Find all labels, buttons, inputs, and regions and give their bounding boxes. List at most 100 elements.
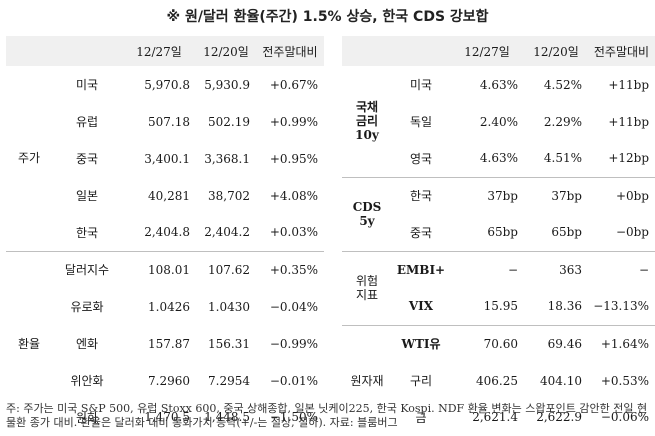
- table-row: 구리 406.25 404.10 +0.53%: [342, 362, 655, 399]
- cell-cur: 507.18: [148, 114, 190, 129]
- table-row: VIX 15.95 18.36 −13.13%: [342, 288, 655, 325]
- table-row: 위안화 7.2960 7.2954 −0.01%: [6, 362, 324, 399]
- cell-chg: +12bp: [608, 151, 649, 166]
- row-label: WTI유: [392, 324, 450, 362]
- row-label: 독일: [409, 115, 433, 129]
- cell-cur: 65bp: [487, 225, 518, 240]
- left-header-row: 12/27일 12/20일 전주말대비: [6, 36, 324, 66]
- group-label: 위험 지표: [342, 250, 392, 325]
- table-row: 원자재 WTI유 70.60 69.46 +1.64%: [342, 324, 655, 436]
- column-header: 전주말대비: [588, 36, 655, 66]
- cell-prev: 502.19: [208, 114, 250, 129]
- cell-cur: −: [450, 250, 524, 288]
- cell-chg: −0.01%: [269, 373, 318, 388]
- cell-chg: +0bp: [588, 176, 655, 214]
- cell-chg: +11bp: [608, 114, 649, 129]
- header-blank: [392, 36, 450, 66]
- cell-prev: 1.0430: [208, 299, 250, 314]
- page-title: ※ 원/달러 환율(주간) 1.5% 상승, 한국 CDS 강보합: [166, 9, 489, 25]
- cell-prev: 156.31: [208, 336, 250, 351]
- row-label: 금: [392, 399, 450, 436]
- table-row: 위험 지표 EMBI+ −363−: [342, 250, 655, 325]
- header-blank: [6, 36, 52, 66]
- table-row: 일본 40,281 38,702 +4.08%: [6, 177, 324, 214]
- cell-cur: 1.0426: [148, 299, 190, 314]
- cell-prev: 18.36: [547, 299, 582, 314]
- cell-prev: 3,368.1: [204, 151, 250, 166]
- cell-prev: 37bp: [524, 176, 588, 214]
- table-row: 영국 4.63% 4.51% +12bp: [342, 140, 655, 177]
- row-label: 엔화: [75, 337, 99, 351]
- row-label: 구리: [409, 374, 433, 388]
- row-label: VIX: [408, 299, 434, 314]
- cell-cur: 406.25: [476, 373, 518, 388]
- row-label: 중국: [409, 225, 433, 240]
- column-header: 12/20일: [524, 36, 588, 66]
- cell-chg: −: [588, 250, 655, 288]
- cell-chg: +4.08%: [269, 188, 318, 203]
- cell-prev: 5,930.9: [204, 77, 250, 92]
- group-label: 환율: [6, 250, 52, 436]
- table-row: 중국 3,400.1 3,368.1 +0.95%: [6, 140, 324, 177]
- cell-prev: 4.52%: [543, 77, 582, 92]
- cell-chg: +0.99%: [269, 114, 318, 129]
- column-header: 12/27일: [450, 36, 524, 66]
- table-row: 유로화 1.0426 1.0430 −0.04%: [6, 288, 324, 325]
- row-label: 미국: [409, 78, 433, 92]
- cell-chg: −0bp: [615, 225, 649, 240]
- table-row: 금 2,621.4 2,622.9 −0.06%: [342, 399, 655, 436]
- right-header-row: 12/27일 12/20일 전주말대비: [342, 36, 655, 66]
- cell-prev: 2,404.2: [204, 225, 250, 240]
- cell-cur: 4.63%: [479, 151, 518, 166]
- row-label: 한국: [75, 225, 99, 240]
- cell-chg: +1.64%: [588, 324, 655, 362]
- row-label: 한국: [392, 176, 450, 214]
- row-label: 유로화: [70, 300, 104, 314]
- cell-chg: +0.53%: [600, 373, 649, 388]
- footnote: 주: 주가는 미국 S&P 500, 유럽 Stoxx 600, 중국 상해종합…: [6, 402, 648, 429]
- table-row: 환율 달러지수 108.01 107.62 +0.35%: [6, 250, 324, 436]
- cell-cur: 3,400.1: [144, 151, 190, 166]
- cell-cur: 108.01: [122, 250, 196, 288]
- cell-cur: 2,404.8: [144, 225, 190, 240]
- table-row: 한국 2,404.8 2,404.2 +0.03%: [6, 214, 324, 251]
- column-header: 12/20일: [196, 36, 256, 66]
- table-row: 주가 미국 5,970.8 5,930.9 +0.67%: [6, 66, 324, 166]
- cell-prev: 404.10: [540, 373, 582, 388]
- cell-cur: 15.95: [483, 299, 518, 314]
- group-label: 국채 금리 10y: [355, 100, 379, 143]
- cell-prev: 2.29%: [543, 114, 582, 129]
- row-label: 일본: [75, 189, 99, 203]
- column-header: 12/27일: [122, 36, 196, 66]
- cell-chg: −0.04%: [269, 299, 318, 314]
- group-label: 원자재: [342, 324, 392, 436]
- table-row: 독일 2.40% 2.29% +11bp: [342, 103, 655, 140]
- group-label: CDS 5y: [342, 176, 392, 251]
- row-label: 미국: [75, 78, 99, 92]
- cell-prev: 7.2954: [208, 373, 250, 388]
- header-blank: [52, 36, 122, 66]
- cell-cur: 7.2960: [148, 373, 190, 388]
- column-header: 전주말대비: [256, 36, 324, 66]
- cell-cur: 4.63%: [479, 77, 518, 92]
- cell-chg: +11bp: [608, 77, 649, 92]
- cell-cur: 37bp: [450, 176, 524, 214]
- cell-chg: +0.35%: [256, 250, 324, 288]
- cell-chg: −0.06%: [588, 399, 655, 436]
- cell-prev: 363: [524, 250, 588, 288]
- cell-prev: 38,702: [208, 188, 250, 203]
- group-label: 주가: [17, 151, 41, 166]
- cell-chg: −0.99%: [269, 336, 318, 351]
- cell-cur: 5,970.8: [144, 77, 190, 92]
- cell-cur: 2.40%: [479, 114, 518, 129]
- cell-chg: +0.67%: [269, 77, 318, 92]
- cell-prev: 1,448.5: [196, 399, 256, 436]
- cell-prev: 65bp: [551, 225, 582, 240]
- cell-prev: 4.51%: [543, 151, 582, 166]
- table-row: CDS 5y 한국 37bp 37bp +0bp: [342, 176, 655, 251]
- table-row: 유럽 507.18 502.19 +0.99%: [6, 103, 324, 140]
- cell-chg: +0.95%: [269, 151, 318, 166]
- table-row: 중국 65bp 65bp −0bp: [342, 214, 655, 251]
